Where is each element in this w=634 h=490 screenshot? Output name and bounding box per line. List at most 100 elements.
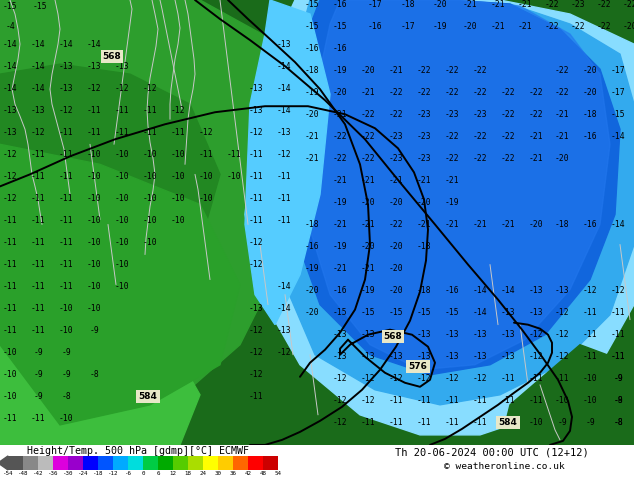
Text: -23: -23 [389, 132, 403, 141]
Polygon shape [280, 0, 634, 405]
Bar [173, 456, 188, 470]
Text: -10: -10 [115, 194, 129, 203]
Text: -14: -14 [276, 106, 291, 115]
Text: -10: -10 [59, 415, 74, 423]
Text: -21: -21 [333, 110, 347, 119]
Text: -11: -11 [249, 172, 263, 181]
Polygon shape [0, 0, 310, 445]
Text: -8: -8 [613, 418, 623, 427]
Text: -18: -18 [555, 220, 569, 229]
Text: -22: -22 [389, 88, 403, 97]
Text: -13: -13 [59, 62, 74, 71]
Polygon shape [0, 245, 200, 445]
Text: -11: -11 [276, 216, 291, 225]
Text: -17: -17 [611, 88, 625, 97]
Text: -22: -22 [389, 220, 403, 229]
Text: -13: -13 [555, 286, 569, 295]
Text: -10: -10 [115, 150, 129, 159]
Text: -15: -15 [33, 1, 48, 10]
Text: -11: -11 [444, 418, 459, 427]
Text: -11: -11 [227, 150, 242, 159]
Text: -22: -22 [555, 88, 569, 97]
Text: -9: -9 [613, 396, 623, 405]
Text: -10: -10 [87, 172, 101, 181]
Text: -12: -12 [444, 374, 459, 383]
Text: -12: -12 [361, 396, 375, 405]
Text: -20: -20 [529, 220, 543, 229]
Text: -10: -10 [87, 260, 101, 269]
Text: -10: -10 [143, 238, 157, 247]
Text: -11: -11 [59, 282, 74, 291]
Text: -10: -10 [555, 396, 569, 405]
Text: -13: -13 [473, 330, 488, 339]
Text: -13: -13 [276, 40, 291, 49]
Text: -21: -21 [333, 220, 347, 229]
Text: -19: -19 [305, 88, 320, 97]
Bar [248, 456, 263, 470]
Text: -21: -21 [333, 176, 347, 185]
Text: -21: -21 [529, 132, 543, 141]
Bar [68, 456, 83, 470]
Text: -13: -13 [59, 84, 74, 93]
Text: -11: -11 [276, 194, 291, 203]
Text: -22: -22 [473, 132, 488, 141]
Text: -16: -16 [368, 22, 382, 30]
Text: -12: -12 [333, 374, 347, 383]
Text: -24: -24 [78, 471, 88, 476]
Text: -13: -13 [529, 286, 543, 295]
Text: -12: -12 [276, 150, 291, 159]
Text: -13: -13 [361, 330, 375, 339]
Text: -21: -21 [473, 220, 488, 229]
Text: -10: -10 [115, 216, 129, 225]
Text: -22: -22 [473, 154, 488, 163]
Text: -21: -21 [555, 110, 569, 119]
Text: -11: -11 [249, 150, 263, 159]
Text: -22: -22 [545, 22, 559, 30]
Text: -12: -12 [417, 374, 431, 383]
Text: -8: -8 [61, 392, 71, 401]
Bar [158, 456, 173, 470]
Text: -21: -21 [361, 220, 375, 229]
Text: -10: -10 [171, 216, 185, 225]
Text: -20: -20 [463, 22, 477, 30]
Text: -23: -23 [444, 110, 459, 119]
Text: -23: -23 [473, 110, 488, 119]
Text: -22: -22 [444, 132, 459, 141]
Text: -11: -11 [87, 128, 101, 137]
Text: -13: -13 [30, 106, 45, 115]
Bar [23, 456, 38, 470]
Text: -11: -11 [389, 396, 403, 405]
Text: -10: -10 [87, 282, 101, 291]
Text: -20: -20 [623, 22, 634, 30]
Text: -21: -21 [389, 66, 403, 74]
Text: -13: -13 [529, 308, 543, 317]
Text: -16: -16 [333, 0, 347, 8]
Text: -12: -12 [611, 286, 625, 295]
Text: -14: -14 [611, 220, 625, 229]
Text: -10: -10 [115, 172, 129, 181]
Text: -12: -12 [555, 330, 569, 339]
Text: -20: -20 [361, 198, 375, 207]
Text: -19: -19 [432, 22, 448, 30]
Text: -21: -21 [501, 220, 515, 229]
Text: -11: -11 [30, 304, 45, 313]
Text: 584: 584 [498, 418, 517, 427]
Text: -11: -11 [583, 352, 597, 361]
Text: -16: -16 [333, 286, 347, 295]
Text: -12: -12 [249, 260, 263, 269]
Text: -21: -21 [463, 0, 477, 8]
Text: -20: -20 [361, 66, 375, 74]
Text: -10: -10 [3, 348, 17, 357]
Text: -12: -12 [115, 84, 129, 93]
Polygon shape [0, 456, 8, 470]
Text: -14: -14 [59, 40, 74, 49]
Text: 568: 568 [384, 332, 403, 341]
Text: -16: -16 [583, 132, 597, 141]
Text: -22: -22 [597, 22, 611, 30]
Text: -10: -10 [87, 150, 101, 159]
Text: Height/Temp. 500 hPa [gdmp][°C] ECMWF: Height/Temp. 500 hPa [gdmp][°C] ECMWF [27, 446, 249, 456]
Text: -9: -9 [89, 326, 99, 335]
Text: -22: -22 [529, 88, 543, 97]
Text: -9: -9 [33, 392, 43, 401]
Text: -20: -20 [305, 308, 320, 317]
